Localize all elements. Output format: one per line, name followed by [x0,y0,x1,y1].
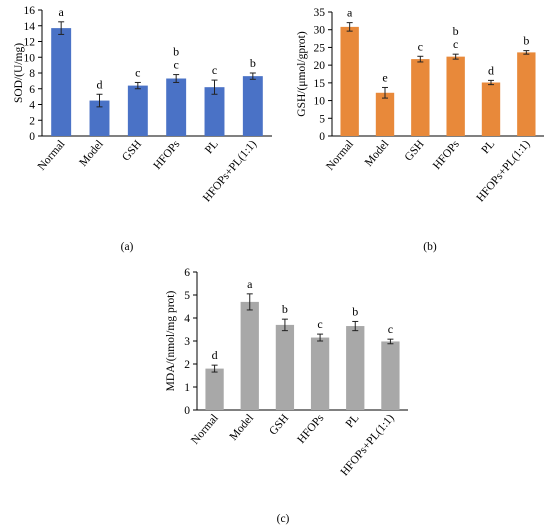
y-tick-label: 5 [184,290,190,302]
significance-letter: a [247,277,253,291]
significance-letter: b [453,24,459,38]
significance-letter: d [97,77,103,91]
category-label: GSH [267,412,291,437]
bar-model [89,100,110,136]
y-tick-label: 35 [314,7,326,19]
y-tick-label: 14 [24,21,36,33]
y-tick-label: 6 [184,267,190,279]
y-tick-label: 16 [24,5,36,17]
y-tick-label: 2 [184,359,190,371]
bar-model [240,301,259,410]
category-label: Normal [36,138,68,173]
bar-gsh [411,59,430,137]
bar-hfops [166,78,187,136]
significance-letter: a [59,5,65,19]
bar-hfops-pl-1-1- [381,341,400,410]
y-tick-label: 0 [184,405,190,417]
y-axis-title: MDA/(nmol/mg prot) [165,291,177,392]
bar-hfops-pl-1-1- [517,52,536,136]
gsh-chart-panel: 0 5 10 15 20 25 30 35 GSH/(μmol/gprot) a Normal e Mo… [296,6,544,253]
y-tick-label: 12 [24,37,36,49]
category-label: HFOPs [431,138,462,172]
significance-letter: e [382,70,387,84]
panel-label: (c) [277,513,290,525]
y-tick-label: 30 [314,25,326,37]
y-tick-label: 25 [314,42,326,54]
significance-letter: b [523,34,529,48]
significance-letter: b [282,302,288,316]
y-axis-title: GSH/(μmol/gprot) [296,31,308,117]
y-tick-label: 5 [319,113,325,125]
y-axis-title: SOD/(U/mg) [13,43,25,103]
y-tick-label: 4 [29,100,35,112]
bar-pl [481,82,501,136]
bar-normal [205,368,224,410]
category-label: Normal [189,412,221,447]
y-tick-label: 6 [29,84,35,96]
panel-label: (b) [423,241,437,253]
significance-letter: b [250,56,256,70]
category-label: Model [77,138,105,169]
significance-letter: c [317,317,322,331]
y-tick-label: 0 [29,131,35,143]
bar-hfops [446,56,465,136]
panel-label: (a) [121,241,134,253]
category-label: PL [203,138,221,156]
y-tick-label: 2 [29,115,35,127]
category-label: PL [344,412,362,430]
mda-chart-panel: 0 1 2 3 4 5 6 MDA/(nmol/mg prot) d Normal a Model b G… [165,267,408,525]
category-label: GSH [403,138,427,163]
significance-letter: c [388,322,393,336]
y-tick-label: 3 [184,336,190,348]
category-label: Normal [324,138,356,173]
significance-letter: c [453,37,458,51]
y-tick-label: 15 [314,78,326,90]
significance-letter: b [173,45,179,59]
y-tick-label: 20 [314,60,326,72]
significance-letter: c [418,39,423,53]
significance-letter: b [352,304,358,318]
y-tick-label: 4 [184,313,190,325]
significance-letter: c [135,65,140,79]
bar-normal [340,26,359,137]
y-tick-label: 1 [184,382,190,394]
bar-gsh [127,85,148,136]
y-tick-label: 0 [319,131,325,143]
bar-gsh [275,324,295,410]
significance-letter: a [347,6,353,20]
y-tick-label: 10 [314,96,326,108]
significance-letter: c [174,58,179,72]
category-label: HFOPs [295,412,326,446]
significance-letter: c [212,63,217,77]
bar-pl [204,87,225,136]
category-label: Model [228,412,256,443]
category-label: HFOPs [151,138,182,172]
bar-pl [346,326,365,410]
bar-normal [51,28,72,136]
category-label: Model [363,138,391,169]
sod-chart-panel: 0 2 4 6 8 10 12 14 16 SOD/(U/mg) a Normal d Model c GSH… [13,5,272,253]
category-label: PL [479,138,497,156]
bar-hfops-pl-1-1- [242,76,263,136]
y-tick-label: 10 [24,52,36,64]
bar-hfops [310,337,330,410]
bar-model [375,92,395,136]
significance-letter: d [212,348,218,362]
category-label: GSH [120,138,144,163]
significance-letter: d [488,63,494,77]
y-tick-label: 8 [29,68,35,80]
